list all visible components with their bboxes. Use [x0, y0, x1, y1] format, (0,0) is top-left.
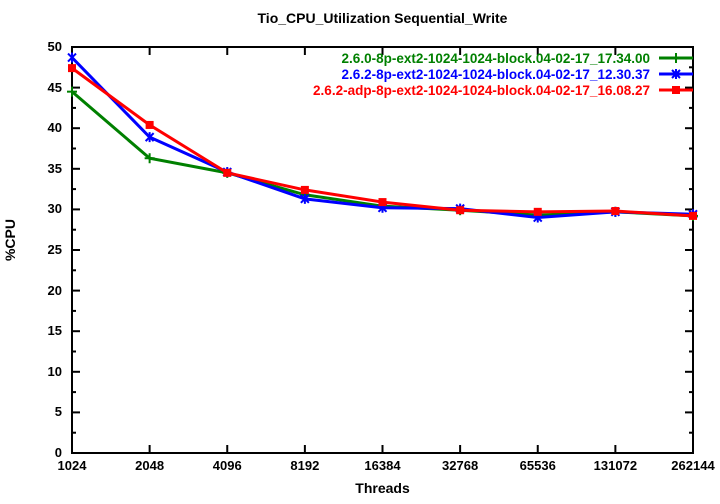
x-tick-label: 8192	[290, 458, 320, 473]
y-tick-label: 25	[47, 242, 62, 257]
legend-sample	[659, 53, 693, 63]
x-tick-label: 262144	[671, 458, 715, 473]
x-axis-label: Threads	[355, 480, 410, 496]
legend-label: 2.6.2-adp-8p-ext2-1024-1024-block.04-02-…	[313, 82, 650, 98]
square-marker-icon	[300, 185, 309, 194]
legend-label: 2.6.0-8p-ext2-1024-1024-block.04-02-17_1…	[341, 50, 650, 66]
square-marker-icon	[533, 207, 542, 216]
plus-marker-icon	[144, 153, 155, 164]
x-tick-label: 131072	[593, 458, 638, 473]
y-tick-label: 10	[47, 363, 62, 379]
y-tick-label: 45	[47, 79, 62, 95]
square-marker-icon	[378, 198, 387, 207]
y-tick-label: 15	[47, 323, 62, 339]
x-tick-label: 1024	[57, 458, 87, 473]
legend-sample	[659, 86, 693, 94]
series-line	[71, 90, 694, 218]
asterisk-marker-icon	[144, 132, 155, 143]
x-tick-label: 4096	[212, 458, 242, 473]
x-tick-label: 32768	[442, 458, 479, 473]
square-marker-icon	[68, 64, 76, 73]
legend-item: 2.6.0-8p-ext2-1024-1024-block.04-02-17_1…	[313, 50, 693, 66]
y-tick-label: 50	[47, 39, 62, 54]
x-tick-label: 16384	[364, 458, 401, 473]
y-tick-label: 0	[54, 445, 62, 460]
legend-item: 2.6.2-adp-8p-ext2-1024-1024-block.04-02-…	[313, 82, 693, 98]
asterisk-marker-icon	[67, 52, 77, 63]
y-tick-label: 30	[47, 201, 62, 217]
y-tick-label: 5	[54, 404, 62, 420]
y-tick-label: 20	[47, 282, 62, 298]
y-tick-label: 35	[47, 160, 62, 176]
plus-marker-icon	[671, 53, 681, 63]
asterisk-marker-icon	[300, 193, 310, 204]
legend-item: 2.6.2-8p-ext2-1024-1024-block.04-02-17_1…	[313, 66, 693, 82]
y-tick-label: 40	[47, 120, 62, 136]
square-marker-icon	[611, 207, 620, 216]
square-marker-icon	[145, 120, 154, 129]
asterisk-marker-icon	[671, 69, 681, 79]
x-tick-label: 2048	[135, 458, 165, 473]
legend: 2.6.0-8p-ext2-1024-1024-block.04-02-17_1…	[313, 50, 693, 98]
square-marker-icon	[689, 211, 697, 220]
plot-border	[71, 46, 694, 454]
legend-sample	[659, 69, 693, 79]
legend-label: 2.6.2-8p-ext2-1024-1024-block.04-02-17_1…	[341, 66, 650, 82]
x-tick-label: 65536	[519, 458, 556, 473]
square-marker-icon	[672, 86, 680, 94]
chart-title: Tio_CPU_Utilization Sequential_Write	[257, 10, 508, 26]
square-marker-icon	[223, 168, 232, 177]
square-marker-icon	[456, 206, 465, 215]
plus-marker-icon	[67, 86, 77, 97]
